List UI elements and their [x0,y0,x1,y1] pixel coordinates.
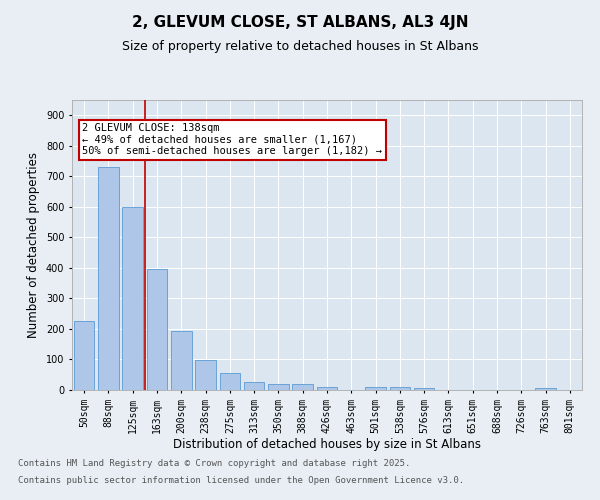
Bar [244,382,265,390]
Bar [317,387,337,390]
Text: Contains public sector information licensed under the Open Government Licence v3: Contains public sector information licen… [18,476,464,485]
Bar [389,386,410,390]
X-axis label: Distribution of detached houses by size in St Albans: Distribution of detached houses by size … [173,438,481,452]
Text: 2 GLEVUM CLOSE: 138sqm
← 49% of detached houses are smaller (1,167)
50% of semi-: 2 GLEVUM CLOSE: 138sqm ← 49% of detached… [82,123,382,156]
Text: 2, GLEVUM CLOSE, ST ALBANS, AL3 4JN: 2, GLEVUM CLOSE, ST ALBANS, AL3 4JN [132,15,468,30]
Bar [535,388,556,390]
Bar [292,384,313,390]
Bar [171,332,191,390]
Bar [146,270,167,390]
Bar [414,388,434,390]
Bar [195,360,216,390]
Y-axis label: Number of detached properties: Number of detached properties [28,152,40,338]
Bar [122,207,143,390]
Text: Size of property relative to detached houses in St Albans: Size of property relative to detached ho… [122,40,478,53]
Bar [74,322,94,390]
Text: Contains HM Land Registry data © Crown copyright and database right 2025.: Contains HM Land Registry data © Crown c… [18,458,410,468]
Bar [365,386,386,390]
Bar [98,167,119,390]
Bar [220,372,240,390]
Bar [268,384,289,390]
